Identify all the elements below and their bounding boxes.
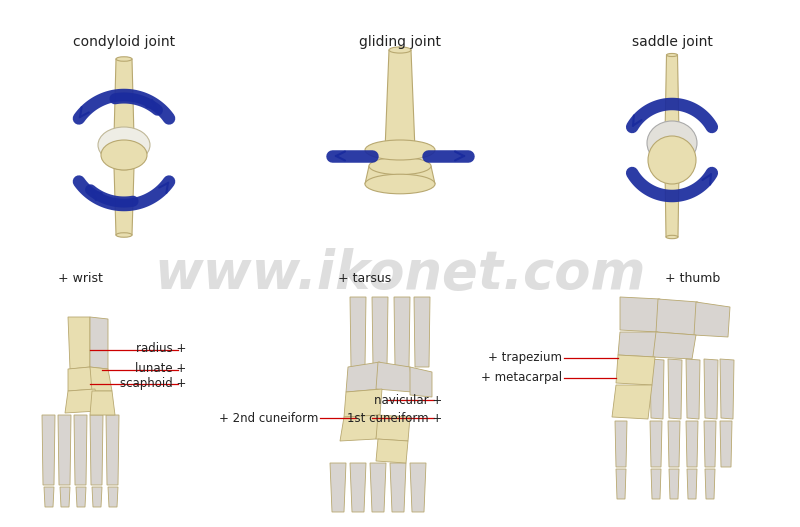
Polygon shape: [58, 415, 71, 485]
Polygon shape: [330, 463, 346, 512]
Polygon shape: [665, 55, 679, 135]
Polygon shape: [669, 469, 679, 499]
Polygon shape: [42, 415, 55, 485]
Polygon shape: [704, 421, 716, 467]
Polygon shape: [74, 415, 87, 485]
Ellipse shape: [116, 233, 132, 237]
Ellipse shape: [389, 47, 411, 53]
Polygon shape: [653, 332, 696, 359]
Ellipse shape: [665, 167, 679, 171]
Polygon shape: [92, 487, 102, 507]
Polygon shape: [90, 391, 115, 415]
Polygon shape: [106, 415, 119, 485]
Ellipse shape: [116, 57, 132, 61]
Ellipse shape: [369, 158, 431, 174]
Ellipse shape: [666, 53, 678, 56]
Polygon shape: [372, 297, 388, 367]
Polygon shape: [65, 389, 98, 413]
Text: www.ikonet.com: www.ikonet.com: [154, 248, 646, 300]
Text: 1st cuneiform +: 1st cuneiform +: [346, 412, 442, 425]
Text: navicular +: navicular +: [374, 394, 442, 406]
Polygon shape: [90, 415, 103, 485]
Polygon shape: [385, 50, 415, 150]
Polygon shape: [650, 359, 664, 419]
Polygon shape: [720, 421, 732, 467]
Polygon shape: [410, 367, 432, 397]
Polygon shape: [90, 317, 108, 369]
Ellipse shape: [114, 134, 134, 140]
Polygon shape: [612, 385, 652, 419]
Text: lunate +: lunate +: [134, 362, 186, 375]
Polygon shape: [410, 463, 426, 512]
Polygon shape: [615, 421, 627, 467]
Polygon shape: [651, 469, 661, 499]
Ellipse shape: [98, 127, 150, 163]
Ellipse shape: [385, 146, 415, 154]
Polygon shape: [346, 362, 382, 392]
Polygon shape: [687, 469, 697, 499]
Polygon shape: [705, 469, 715, 499]
Ellipse shape: [365, 174, 435, 194]
Polygon shape: [370, 463, 386, 512]
Text: gliding joint: gliding joint: [359, 35, 441, 49]
Polygon shape: [686, 359, 700, 419]
Polygon shape: [665, 169, 679, 237]
Text: + metacarpal: + metacarpal: [481, 372, 562, 385]
Polygon shape: [414, 297, 430, 367]
Text: scaphoid +: scaphoid +: [120, 377, 186, 391]
Text: saddle joint: saddle joint: [631, 35, 713, 49]
Text: + 2nd cuneiform: + 2nd cuneiform: [218, 412, 318, 425]
Ellipse shape: [114, 164, 134, 170]
Text: + trapezium: + trapezium: [488, 352, 562, 365]
Ellipse shape: [647, 121, 697, 165]
Polygon shape: [394, 297, 410, 367]
Polygon shape: [390, 463, 406, 512]
Polygon shape: [350, 463, 366, 512]
Polygon shape: [44, 487, 54, 507]
Text: + thumb: + thumb: [665, 271, 720, 285]
Polygon shape: [618, 332, 658, 357]
Polygon shape: [114, 167, 134, 235]
Polygon shape: [650, 421, 662, 467]
Polygon shape: [616, 469, 626, 499]
Polygon shape: [60, 487, 70, 507]
Text: radius +: radius +: [136, 341, 186, 355]
Polygon shape: [376, 415, 410, 441]
Text: + wrist: + wrist: [58, 271, 103, 285]
Polygon shape: [668, 359, 682, 419]
Ellipse shape: [101, 140, 147, 170]
Polygon shape: [108, 487, 118, 507]
Text: + tarsus: + tarsus: [338, 271, 391, 285]
Polygon shape: [90, 367, 112, 391]
Text: condyloid joint: condyloid joint: [73, 35, 175, 49]
Polygon shape: [668, 421, 680, 467]
Polygon shape: [68, 317, 90, 369]
Ellipse shape: [666, 236, 678, 239]
Polygon shape: [656, 299, 698, 335]
Polygon shape: [376, 439, 408, 463]
Polygon shape: [376, 362, 412, 392]
Ellipse shape: [665, 133, 679, 137]
Polygon shape: [686, 421, 698, 467]
Polygon shape: [694, 302, 730, 337]
Polygon shape: [76, 487, 86, 507]
Polygon shape: [344, 389, 382, 417]
Polygon shape: [114, 59, 134, 137]
Circle shape: [648, 136, 696, 184]
Polygon shape: [350, 297, 366, 367]
Polygon shape: [68, 367, 95, 391]
Polygon shape: [340, 415, 380, 441]
Polygon shape: [704, 359, 718, 419]
Polygon shape: [720, 359, 734, 419]
Polygon shape: [616, 355, 655, 385]
Polygon shape: [365, 166, 435, 184]
Ellipse shape: [365, 140, 435, 160]
Polygon shape: [620, 297, 660, 332]
